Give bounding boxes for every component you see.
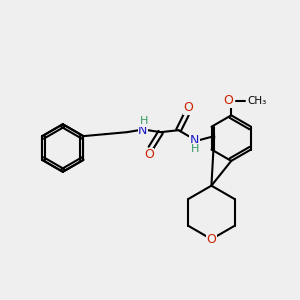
Text: N: N — [138, 124, 148, 137]
Text: H: H — [191, 144, 200, 154]
Text: CH₃: CH₃ — [247, 97, 266, 106]
Text: O: O — [223, 94, 233, 107]
Text: O: O — [206, 233, 216, 246]
Text: N: N — [190, 134, 199, 147]
Text: H: H — [140, 116, 148, 126]
Text: O: O — [184, 101, 194, 114]
Text: O: O — [144, 148, 154, 161]
